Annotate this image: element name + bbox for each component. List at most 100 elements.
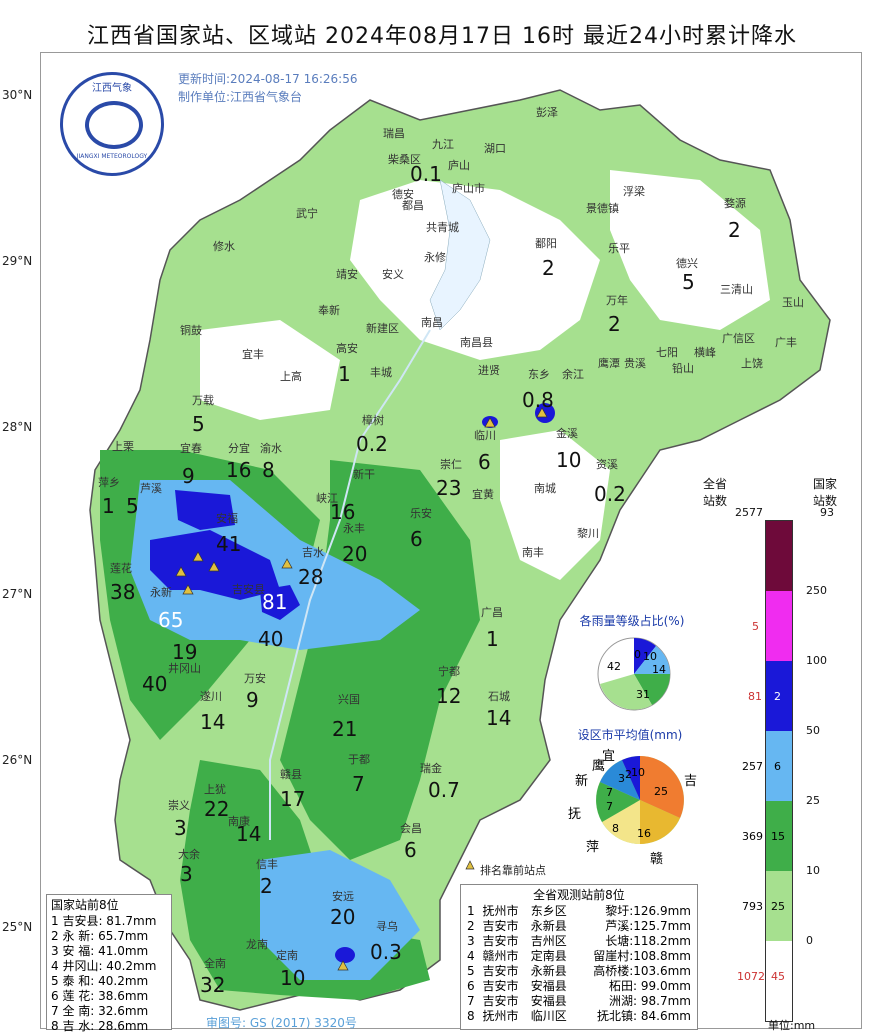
legend-count-national: 6 <box>774 760 781 773</box>
city-label: 分宜 <box>228 442 250 455</box>
all-top8-box: 全省观测站前8位 1 抚州市 东乡区 黎圩:126.9mm 2 吉安市 永新县 芦溪:125.… <box>460 884 698 1030</box>
pie2-title: 设区市平均值(mm) <box>577 728 683 742</box>
national-top8-row: 3 安 福: 41.0mm <box>51 944 149 958</box>
city-label: 万载 <box>192 394 214 407</box>
no-rain-center <box>200 320 340 420</box>
national-top8-row: 1 吉安县: 81.7mm <box>51 914 157 928</box>
legend-level: 10 <box>806 864 820 877</box>
city-label: 余江 <box>562 368 584 381</box>
lat-30: 30°N <box>2 88 33 102</box>
rank-marker <box>208 561 220 572</box>
pie2-label: 2 <box>625 768 632 781</box>
pie1-label: 42 <box>607 660 621 673</box>
logo-text-en: JIANGXI METEOROLOGY <box>76 153 148 160</box>
city-label: 鹰潭 <box>598 357 620 370</box>
city-label: 浮梁 <box>623 185 645 198</box>
city-label: 庐山市 <box>452 182 485 195</box>
city-label: 南康 <box>228 815 250 828</box>
city-label: 鄱阳 <box>535 237 557 250</box>
city-label: 定南 <box>276 949 298 962</box>
city-label: 德安 <box>392 188 414 201</box>
city-label: 安福 <box>216 512 238 525</box>
review-number: 审图号: GS (2017) 3320号 <box>206 1016 357 1030</box>
city-label: 遂川 <box>200 690 222 703</box>
legend-header-province: 全省 站数 <box>702 477 727 508</box>
rainfall-value: 17 <box>280 787 306 811</box>
marker-legend-icon <box>465 860 475 870</box>
city-label: 信丰 <box>256 858 278 871</box>
city-label: 瑞金 <box>420 762 442 775</box>
pie2-name: 新 <box>575 774 589 789</box>
rainfall-value: 20 <box>330 905 356 929</box>
legend-swatch-50 <box>766 661 792 731</box>
city-label: 德兴 <box>676 257 698 270</box>
city-label: 新干 <box>353 468 375 481</box>
rainfall-value: 7 <box>352 772 365 796</box>
rainfall-value: 1 <box>338 362 351 386</box>
rainfall-value: 65 <box>158 608 184 632</box>
city-label: 樟树 <box>362 414 384 427</box>
city-label: 宜黄 <box>472 488 494 501</box>
update-time: 更新时间:2024-08-17 16:26:56 <box>178 72 358 86</box>
rainfall-value: 0.8 <box>522 388 554 412</box>
rainfall-value: 6 <box>404 838 417 862</box>
pie1-chart <box>597 637 671 711</box>
city-label: 莲花 <box>110 562 132 575</box>
legend-count-national: 2 <box>774 690 781 703</box>
all-top8-title: 全省观测站前8位 <box>533 888 625 902</box>
legend-count-national: 15 <box>771 830 785 843</box>
city-label: 共青城 <box>426 221 459 234</box>
darkblue-dingnan <box>335 947 355 963</box>
rainfall-value: 20 <box>342 542 368 566</box>
pie2-name: 抚 <box>568 807 582 822</box>
rainfall-value: 8 <box>262 458 275 482</box>
rainfall-value: 6 <box>410 527 423 551</box>
city-label: 兴国 <box>338 693 360 706</box>
rainfall-value: 0.2 <box>594 482 626 506</box>
rainfall-value: 12 <box>436 684 462 708</box>
legend-count-national: 45 <box>771 970 785 983</box>
city-label: 高安 <box>336 342 358 355</box>
legend-count-province: 257 <box>742 760 763 773</box>
rainfall-value: 0.2 <box>356 432 388 456</box>
city-label: 柴桑区 <box>388 153 421 166</box>
city-label: 万年 <box>606 294 628 307</box>
city-label: 石城 <box>488 690 510 703</box>
logo: 江西气象 JIANGXI METEOROLOGY <box>60 72 164 176</box>
city-label: 赣县 <box>280 768 302 781</box>
city-label: 宜丰 <box>242 348 264 361</box>
city-label: 永新 <box>150 586 172 599</box>
all-top8-row: 6 吉安市 安福县 柘田: 99.0mm <box>467 979 691 993</box>
rainfall-value: 40 <box>142 672 168 696</box>
national-top8-row: 8 吉 水: 28.6mm <box>51 1019 149 1033</box>
gan-river <box>269 329 431 840</box>
city-label: 南丰 <box>522 546 544 559</box>
rainfall-value: 9 <box>246 688 259 712</box>
marker-note: 排名靠前站点 <box>480 864 546 877</box>
city-label: 婺源 <box>724 197 746 210</box>
city-label: 安远 <box>332 890 354 903</box>
rank-marker <box>192 551 204 562</box>
city-label: 会昌 <box>400 822 422 835</box>
legend-swatch-100 <box>766 591 792 661</box>
city-label: 乐安 <box>410 507 432 520</box>
city-label: 南城 <box>534 482 556 495</box>
lat-26: 26°N <box>2 753 33 767</box>
city-label: 南昌县 <box>460 336 493 349</box>
rank-marker <box>337 960 349 971</box>
rank-marker <box>175 566 187 577</box>
city-label: 上高 <box>280 370 302 383</box>
pie2-label: 7 <box>606 786 613 799</box>
city-label: 修水 <box>213 240 235 253</box>
city-label: 瑞昌 <box>383 127 405 140</box>
city-label: 南昌 <box>421 316 443 329</box>
rainfall-value: 1 <box>486 627 499 651</box>
city-label: 宜春 <box>180 442 202 455</box>
city-label: 临川 <box>474 429 496 442</box>
pie2-label: 16 <box>637 827 651 840</box>
city-label: 铜鼓 <box>180 324 202 337</box>
city-label: 上栗 <box>112 440 134 453</box>
city-label: 龙南 <box>246 938 268 951</box>
national-top8-row: 5 泰 和: 40.2mm <box>51 974 149 988</box>
city-label: 广信区 <box>722 332 755 345</box>
